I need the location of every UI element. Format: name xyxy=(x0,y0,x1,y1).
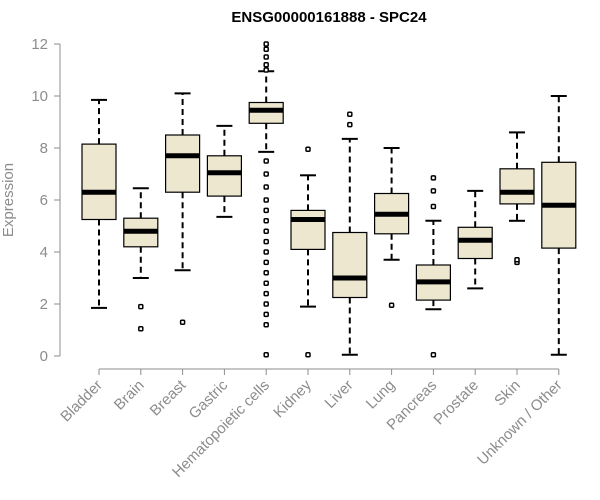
iqr-box xyxy=(248,101,284,124)
outlier-point xyxy=(263,290,269,297)
outlier-point xyxy=(263,46,269,52)
y-tick-label: 10 xyxy=(31,88,48,105)
boxes-group xyxy=(81,41,577,358)
outlier-point xyxy=(347,121,353,128)
iqr-box xyxy=(165,134,201,193)
box-kidney xyxy=(290,146,326,358)
box-hematopoietic-cells xyxy=(248,41,284,358)
box-breast xyxy=(165,92,201,325)
outlier-point xyxy=(263,238,269,245)
x-category-label: Liver xyxy=(322,377,357,412)
y-tick-label: 4 xyxy=(40,244,48,261)
outlier-point xyxy=(263,259,269,266)
outlier-point xyxy=(138,325,144,332)
box-lung xyxy=(374,147,410,309)
iqr-box xyxy=(81,143,117,221)
outlier-point xyxy=(347,111,353,117)
outlier-point xyxy=(305,351,311,358)
outlier-point xyxy=(179,319,186,325)
x-category-label: Lung xyxy=(363,377,399,413)
outlier-point xyxy=(514,257,520,263)
x-category-label: Skin xyxy=(491,377,524,410)
y-axis: 0 2 4 6 8 10 12 xyxy=(31,36,61,365)
x-category-label: Prostate xyxy=(430,377,482,429)
box-gastric xyxy=(206,124,242,218)
box-pancreas xyxy=(415,175,451,358)
outlier-point xyxy=(263,62,269,68)
x-category-label: Brain xyxy=(111,377,148,414)
outlier-point xyxy=(263,197,269,203)
outlier-point xyxy=(305,146,311,153)
y-tick-label: 8 xyxy=(40,140,48,157)
outlier-point xyxy=(263,249,269,255)
box-bladder xyxy=(81,98,117,309)
box-liver xyxy=(332,111,368,356)
outlier-point xyxy=(430,203,437,210)
chart-title: ENSG00000161888 - SPC24 xyxy=(231,9,427,26)
iqr-box xyxy=(332,231,368,299)
x-category-label: Breast xyxy=(147,376,190,419)
outlier-point xyxy=(263,301,269,307)
outlier-point xyxy=(263,171,269,177)
outlier-point xyxy=(263,67,269,73)
outlier-point xyxy=(430,175,437,181)
outlier-point xyxy=(430,351,437,358)
outlier-point xyxy=(263,270,269,276)
outlier-point xyxy=(263,311,269,318)
iqr-box xyxy=(290,209,326,250)
outlier-point xyxy=(263,158,269,164)
box-unknown-other xyxy=(541,95,577,356)
y-tick-label: 12 xyxy=(31,36,48,53)
box-brain xyxy=(123,187,159,332)
x-category-label: Kidney xyxy=(270,376,315,421)
y-tick-label: 0 xyxy=(40,348,48,365)
outlier-point xyxy=(263,54,269,60)
y-tick-label: 6 xyxy=(40,192,48,209)
iqr-box xyxy=(457,226,493,260)
y-axis-label: Expression xyxy=(0,163,17,237)
x-category-label: Bladder xyxy=(57,377,106,426)
iqr-box xyxy=(499,168,535,205)
outlier-point xyxy=(263,218,269,224)
y-tick-label: 2 xyxy=(40,296,48,313)
box-skin xyxy=(499,131,535,266)
outlier-point xyxy=(263,41,269,47)
outlier-point xyxy=(263,207,269,214)
outlier-point xyxy=(263,228,269,234)
outlier-point xyxy=(388,302,395,309)
outlier-point xyxy=(263,280,269,286)
outlier-point xyxy=(263,351,269,358)
box-prostate xyxy=(457,189,493,290)
outlier-point xyxy=(263,184,269,190)
iqr-box xyxy=(206,155,242,197)
outlier-point xyxy=(138,303,144,310)
outlier-point xyxy=(430,188,437,194)
outlier-point xyxy=(263,322,269,328)
